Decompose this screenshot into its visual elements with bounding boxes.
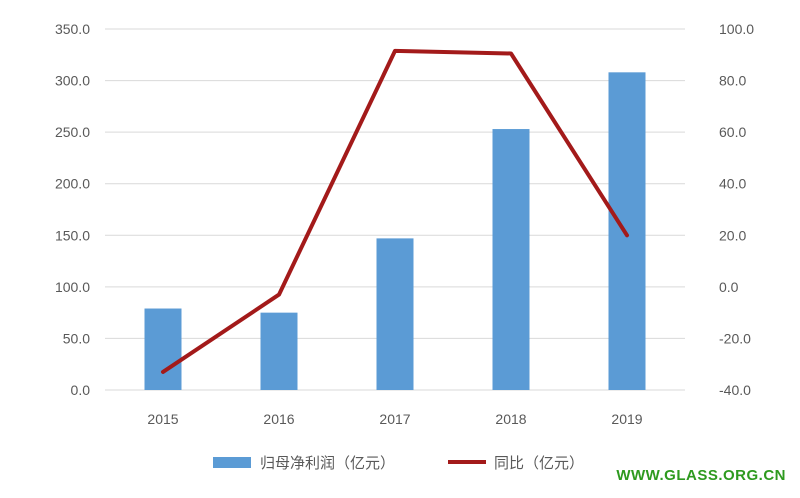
right-axis-ticks: -40.0 -20.0 0.0 20.0 40.0 60.0 80.0 100.0 (719, 21, 754, 398)
bar-series (144, 72, 646, 390)
left-tick-label: 0.0 (71, 382, 91, 398)
left-tick-label: 200.0 (55, 176, 90, 192)
x-tick-label: 2015 (147, 411, 178, 427)
right-tick-label: -20.0 (719, 330, 751, 346)
left-axis-ticks: 0.0 50.0 100.0 150.0 200.0 250.0 300.0 350.0 (55, 21, 90, 398)
left-tick-label: 50.0 (63, 330, 90, 346)
right-tick-label: 20.0 (719, 227, 746, 243)
x-tick-label: 2017 (379, 411, 410, 427)
line-path (161, 48, 629, 374)
bar (260, 312, 298, 390)
right-tick-label: 0.0 (719, 279, 739, 295)
legend-bar-swatch (213, 457, 251, 468)
x-tick-label: 2018 (495, 411, 526, 427)
right-tick-label: -40.0 (719, 382, 751, 398)
left-tick-label: 100.0 (55, 279, 90, 295)
line-series (161, 48, 629, 374)
right-tick-label: 100.0 (719, 21, 754, 37)
site-watermark: WWW.GLASS.ORG.CN (616, 467, 786, 484)
x-tick-label: 2019 (611, 411, 642, 427)
left-tick-label: 150.0 (55, 227, 90, 243)
left-tick-label: 300.0 (55, 73, 90, 89)
bar (492, 129, 530, 390)
legend: 归母净利润（亿元） 同比（亿元） (213, 455, 584, 472)
right-tick-label: 60.0 (719, 124, 746, 140)
bar (608, 72, 646, 390)
legend-bar-label: 归母净利润（亿元） (260, 455, 395, 472)
left-tick-label: 250.0 (55, 124, 90, 140)
x-tick-label: 2016 (263, 411, 294, 427)
legend-line-label: 同比（亿元） (494, 455, 584, 472)
x-axis-ticks: 2015 2016 2017 2018 2019 (147, 411, 642, 427)
bar (376, 238, 414, 390)
right-tick-label: 40.0 (719, 176, 746, 192)
right-tick-label: 80.0 (719, 73, 746, 89)
bar (144, 308, 182, 390)
left-tick-label: 350.0 (55, 21, 90, 37)
